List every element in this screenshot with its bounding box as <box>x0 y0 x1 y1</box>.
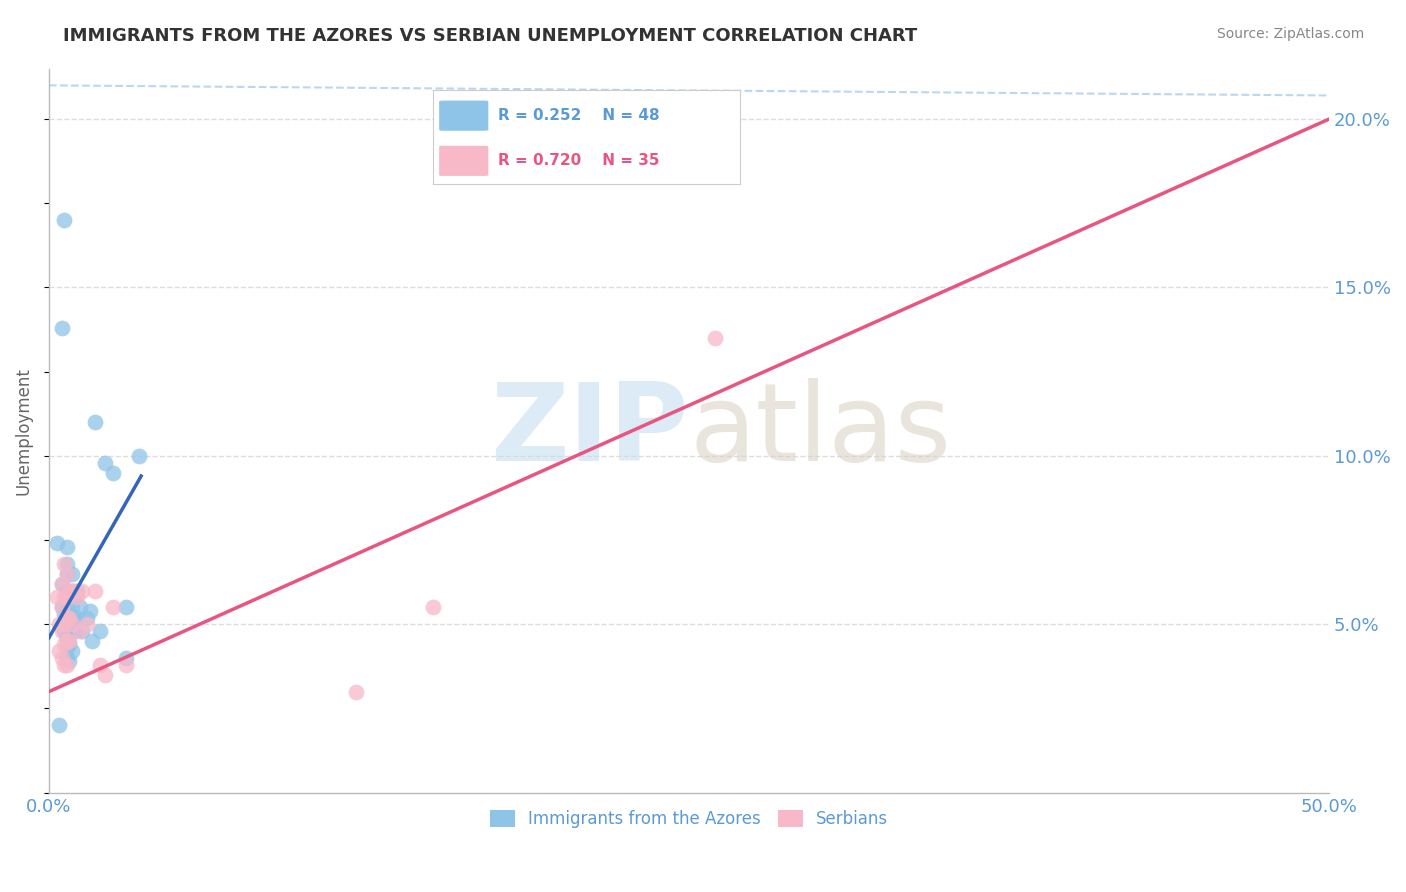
Point <box>60 610 83 624</box>
Point <box>60 583 83 598</box>
Point <box>53 624 76 638</box>
Point <box>94 456 117 470</box>
Point <box>56 631 79 645</box>
Text: IMMIGRANTS FROM THE AZORES VS SERBIAN UNEMPLOYMENT CORRELATION CHART: IMMIGRANTS FROM THE AZORES VS SERBIAN UN… <box>63 27 918 45</box>
Point <box>56 591 79 605</box>
Point <box>63 591 86 605</box>
Point <box>58 607 80 622</box>
Point <box>82 634 104 648</box>
Point <box>58 637 80 651</box>
Point <box>703 331 725 345</box>
Point <box>53 557 76 571</box>
Point <box>84 583 107 598</box>
Point <box>66 610 89 624</box>
Point <box>56 566 79 581</box>
Point <box>128 449 150 463</box>
Point <box>114 651 136 665</box>
Point <box>51 577 73 591</box>
Point <box>53 607 76 622</box>
Point <box>60 600 83 615</box>
Point <box>344 684 367 698</box>
Point <box>56 566 79 581</box>
Point <box>89 624 111 638</box>
Text: atlas: atlas <box>689 377 950 483</box>
Text: ZIP: ZIP <box>491 377 689 483</box>
Point <box>53 617 76 632</box>
Point <box>63 624 86 638</box>
Point <box>60 566 83 581</box>
Point <box>76 610 98 624</box>
Point <box>422 600 444 615</box>
Point <box>60 617 83 632</box>
Point <box>69 624 91 638</box>
Point <box>56 640 79 655</box>
Point <box>56 610 79 624</box>
Point <box>89 657 111 672</box>
Point <box>63 610 86 624</box>
Point <box>79 604 101 618</box>
Point <box>56 540 79 554</box>
Point <box>101 600 124 615</box>
Point <box>51 600 73 615</box>
Y-axis label: Unemployment: Unemployment <box>15 367 32 494</box>
Point <box>51 624 73 638</box>
Point <box>114 657 136 672</box>
Point <box>114 600 136 615</box>
Point <box>56 657 79 672</box>
Text: Source: ZipAtlas.com: Source: ZipAtlas.com <box>1216 27 1364 41</box>
Point <box>58 624 80 638</box>
Point <box>58 617 80 632</box>
Point <box>53 213 76 227</box>
Point <box>84 415 107 429</box>
Point <box>94 667 117 681</box>
Point <box>56 591 79 605</box>
Point <box>76 617 98 632</box>
Point <box>60 624 83 638</box>
Point <box>56 600 79 615</box>
Point <box>60 583 83 598</box>
Point <box>56 634 79 648</box>
Point <box>69 600 91 615</box>
Point <box>58 634 80 648</box>
Point <box>66 591 89 605</box>
Point <box>60 644 83 658</box>
Point <box>56 617 79 632</box>
Point <box>51 600 73 615</box>
Point <box>101 466 124 480</box>
Point <box>56 557 79 571</box>
Point <box>63 583 86 598</box>
Point <box>66 583 89 598</box>
Legend: Immigrants from the Azores, Serbians: Immigrants from the Azores, Serbians <box>484 804 894 835</box>
Point <box>72 624 94 638</box>
Point <box>53 657 76 672</box>
Point <box>48 718 70 732</box>
Point <box>53 591 76 605</box>
Point <box>72 583 94 598</box>
Point <box>51 321 73 335</box>
Point <box>58 654 80 668</box>
Point <box>48 617 70 632</box>
Point <box>51 651 73 665</box>
Point <box>56 610 79 624</box>
Point <box>56 583 79 598</box>
Point <box>51 577 73 591</box>
Point <box>58 610 80 624</box>
Point <box>56 651 79 665</box>
Point <box>45 591 67 605</box>
Point <box>45 536 67 550</box>
Point <box>53 637 76 651</box>
Point <box>48 644 70 658</box>
Point <box>53 621 76 635</box>
Point <box>58 583 80 598</box>
